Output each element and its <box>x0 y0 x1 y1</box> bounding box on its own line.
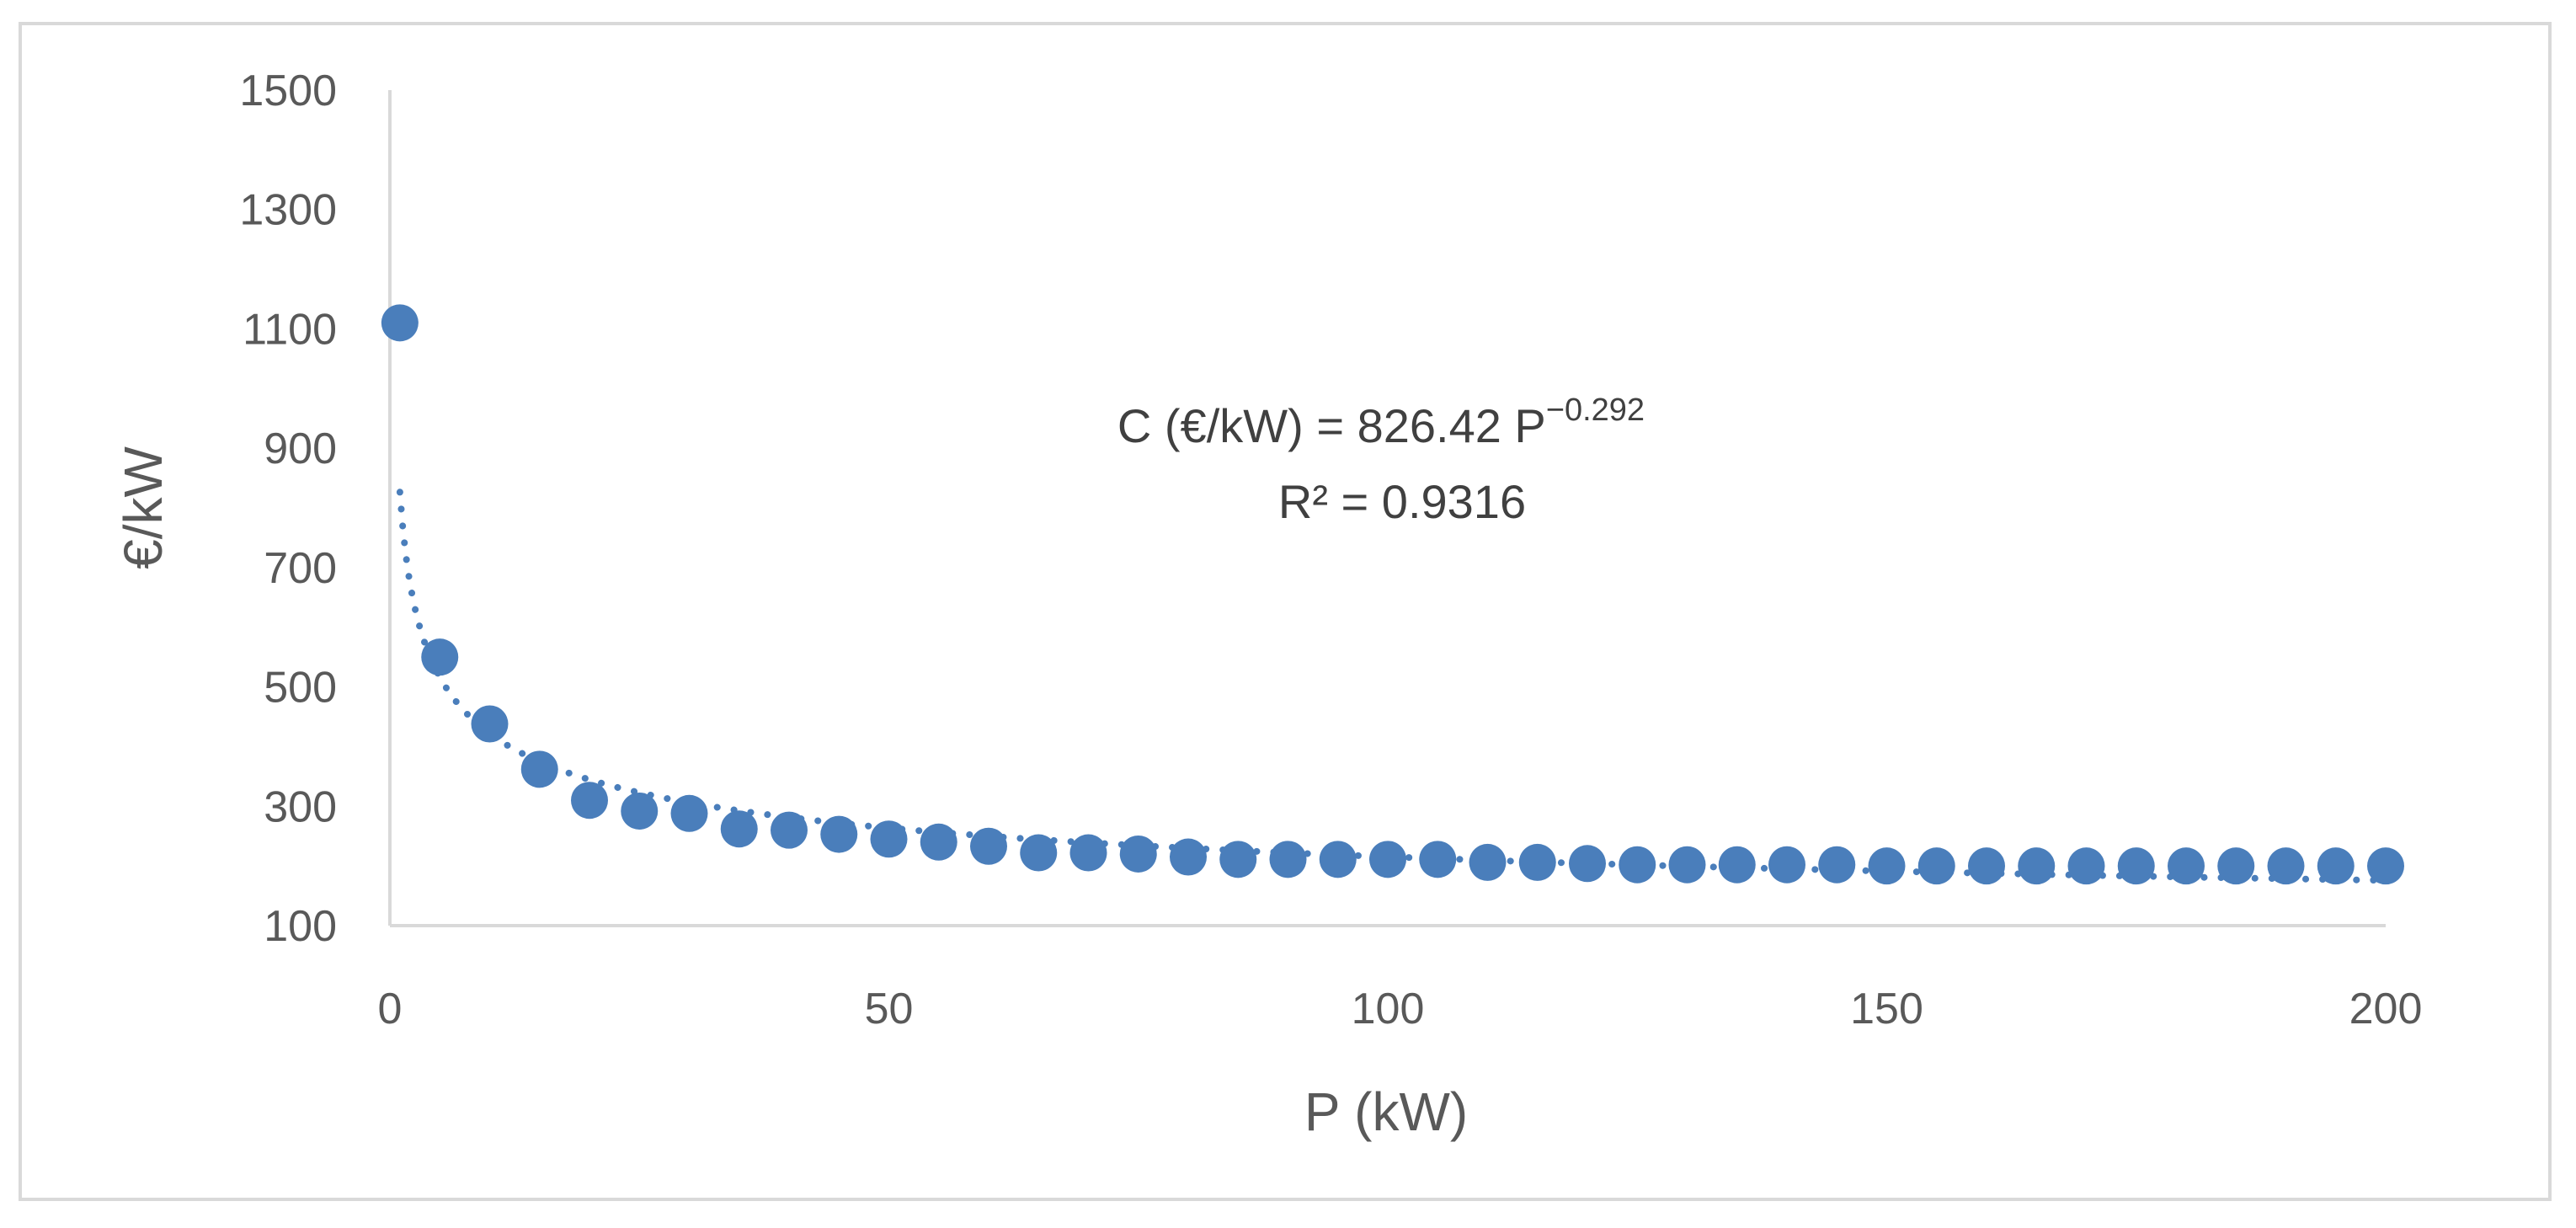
x-axis: 0 50 100 150 200 <box>378 924 2423 1033</box>
trendline-equation: C (€/kW) = 826.42 P−0.292 <box>1117 392 1645 452</box>
y-tick-label: 300 <box>264 782 337 831</box>
y-tick-label: 100 <box>264 902 337 951</box>
data-point <box>621 792 659 830</box>
data-point <box>2367 847 2404 885</box>
data-points <box>381 304 2404 885</box>
y-tick-label: 500 <box>264 664 337 713</box>
x-tick-label: 100 <box>1352 985 1425 1033</box>
data-point <box>2317 847 2355 885</box>
x-tick-label: 0 <box>378 985 403 1033</box>
data-point <box>1269 841 1307 878</box>
data-point <box>670 794 708 832</box>
data-point <box>1069 834 1107 872</box>
data-point <box>1518 843 1556 881</box>
data-point <box>1818 846 1856 884</box>
x-tick-label: 50 <box>865 985 914 1033</box>
data-point <box>1170 838 1207 876</box>
data-point <box>381 304 419 342</box>
data-point <box>2117 847 2155 885</box>
data-point <box>920 823 957 861</box>
data-point <box>2067 847 2105 885</box>
data-point <box>1868 847 1906 885</box>
data-point <box>1419 841 1457 878</box>
x-tick-label: 150 <box>1850 985 1923 1033</box>
y-axis-title: €/kW <box>113 446 173 569</box>
data-point <box>2168 847 2205 885</box>
data-point <box>421 638 459 676</box>
data-point <box>870 820 908 858</box>
data-point <box>471 705 509 743</box>
data-point <box>2018 847 2056 885</box>
data-point <box>970 827 1007 865</box>
data-point <box>1968 847 2005 885</box>
equation-text: C (€/kW) = 826.42 P <box>1117 399 1546 452</box>
data-point <box>1569 845 1606 883</box>
data-point <box>2217 847 2255 885</box>
data-point <box>1219 841 1257 878</box>
data-point <box>1718 846 1756 884</box>
data-point <box>1119 835 1157 873</box>
chart-frame <box>19 22 2552 1201</box>
data-point <box>1768 846 1805 884</box>
data-point <box>1917 847 1955 885</box>
y-tick-label: 1500 <box>239 67 337 115</box>
x-axis-title: P (kW) <box>1304 1081 1468 1142</box>
data-point <box>771 811 808 849</box>
y-tick-label: 1300 <box>239 186 337 235</box>
equation-exponent: −0.292 <box>1546 392 1645 428</box>
data-point <box>1668 846 1706 884</box>
data-point <box>1469 843 1507 881</box>
data-point <box>2267 847 2305 885</box>
data-point <box>820 815 858 853</box>
y-axis: 100 300 500 700 900 1100 1300 1500 <box>239 67 392 951</box>
data-point <box>1619 846 1656 884</box>
data-point <box>720 810 758 848</box>
data-point <box>1020 834 1058 872</box>
y-tick-label: 700 <box>264 544 337 593</box>
data-point <box>1319 841 1357 878</box>
y-tick-label: 1100 <box>243 305 337 354</box>
r-squared-label: R² = 0.9316 <box>1278 475 1526 528</box>
data-point <box>1369 841 1406 878</box>
x-tick-label: 200 <box>2349 985 2423 1033</box>
y-tick-label: 900 <box>264 424 337 473</box>
data-point <box>520 750 558 788</box>
data-point <box>571 782 608 820</box>
